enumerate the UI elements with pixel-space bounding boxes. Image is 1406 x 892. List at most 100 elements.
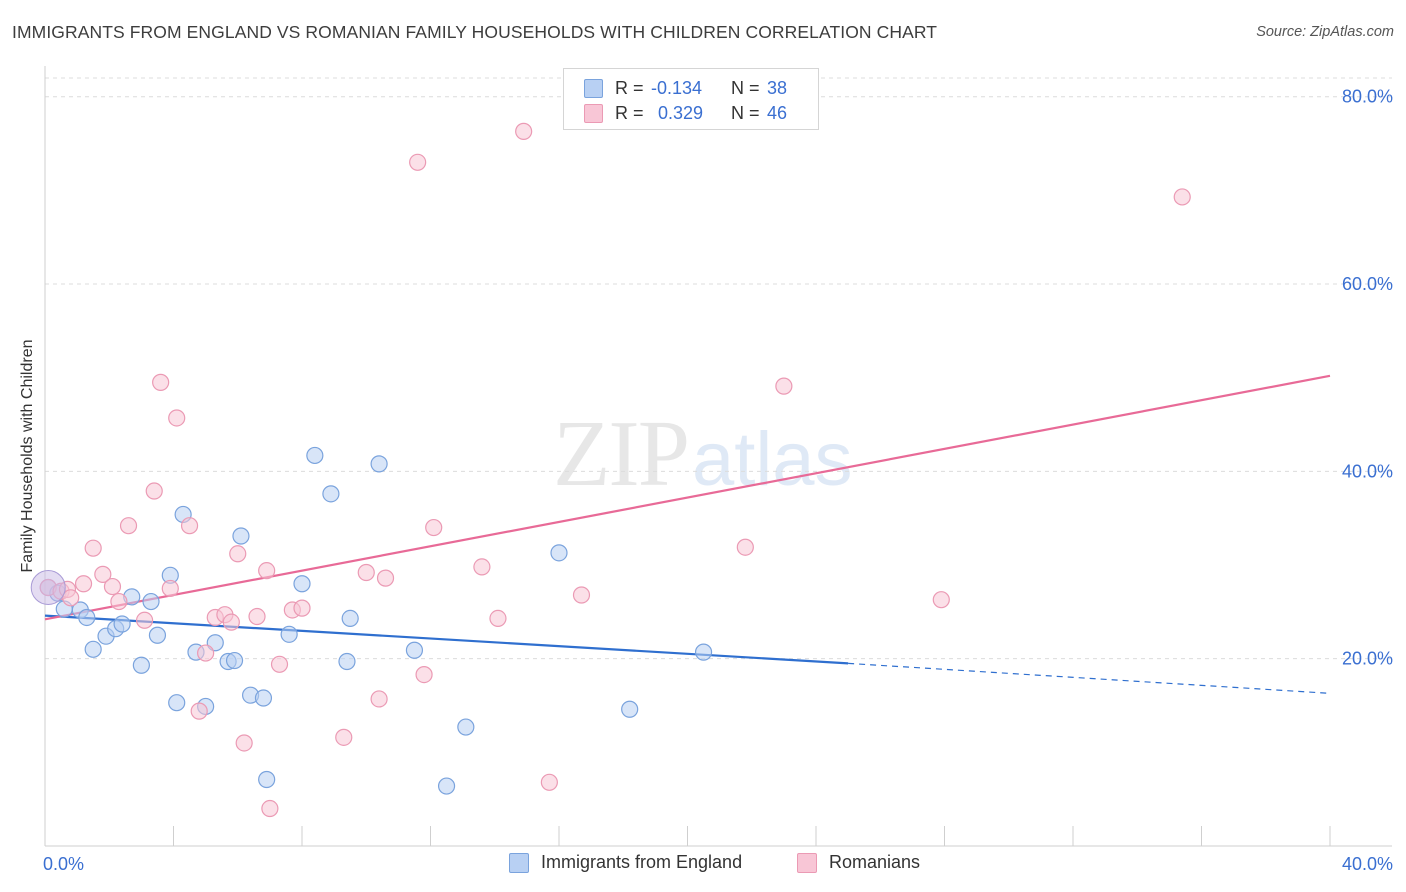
legend-n-label: N = — [731, 77, 760, 98]
series-legend: Immigrants from England Romanians — [0, 852, 1406, 876]
point-romanians — [736, 538, 754, 556]
point-romanians — [370, 690, 388, 708]
point-romanians — [261, 799, 279, 818]
point-romanians — [376, 569, 395, 587]
y-tick-label: 40.0% — [1342, 461, 1393, 481]
point-england — [280, 625, 298, 643]
point-england — [113, 615, 131, 633]
point-england — [225, 651, 244, 670]
y-tick-label: 80.0% — [1342, 87, 1393, 107]
point-romanians — [190, 702, 208, 720]
point-england — [78, 608, 96, 627]
point-england — [550, 544, 568, 562]
trend-line-romanians — [44, 374, 1331, 621]
point-england — [306, 446, 324, 465]
source-label: Source: ZipAtlas.com — [1256, 24, 1394, 40]
legend-n-value: 38 — [767, 77, 788, 98]
point-romanians — [1173, 188, 1191, 206]
point-england — [84, 640, 102, 658]
point-romanians — [119, 517, 138, 535]
point-romanians — [270, 655, 289, 673]
x-tick-label-max: 40.0% — [1342, 854, 1393, 874]
point-romanians — [161, 579, 179, 598]
grid-lines — [45, 77, 1392, 660]
point-romanians — [197, 644, 215, 662]
point-romanians — [248, 607, 266, 626]
point-romanians — [168, 409, 186, 427]
point-romanians — [110, 592, 128, 611]
legend-swatch-england — [584, 78, 603, 98]
point-romanians — [62, 589, 80, 607]
axes — [44, 66, 1392, 847]
legend-item-england[interactable]: Immigrants from England — [509, 852, 742, 873]
legend-item-romanians[interactable]: Romanians — [797, 852, 920, 873]
point-england — [168, 694, 186, 712]
point-romanians — [145, 482, 163, 500]
legend-r-label: R = — [615, 102, 644, 123]
point-romanians — [515, 122, 533, 140]
point-romanians — [222, 613, 240, 631]
legend-r-label: R = — [615, 77, 644, 98]
x-tick-label-min: 0.0% — [43, 854, 84, 874]
point-england — [322, 485, 340, 503]
point-romanians — [415, 666, 433, 684]
point-england — [341, 609, 359, 628]
point-romanians — [540, 773, 558, 791]
point-romanians — [235, 734, 253, 752]
point-england — [142, 592, 160, 611]
point-england — [621, 700, 639, 718]
data-points — [30, 122, 1191, 818]
point-romanians — [932, 591, 950, 609]
point-romanians — [409, 153, 427, 171]
point-england — [293, 575, 311, 593]
point-england — [405, 641, 424, 659]
y-tick-label: 60.0% — [1342, 274, 1393, 294]
point-england — [370, 455, 388, 473]
legend-swatch-romanians — [797, 852, 817, 873]
point-england — [437, 777, 456, 795]
legend-swatch-england — [509, 852, 529, 873]
legend-n-value: 46 — [767, 102, 788, 123]
point-england — [258, 770, 276, 789]
legend-label-romanians: Romanians — [829, 852, 921, 872]
point-romanians — [572, 586, 591, 604]
point-romanians — [180, 517, 199, 535]
point-romanians — [293, 599, 311, 617]
point-romanians — [489, 609, 507, 628]
point-romanians — [335, 728, 353, 746]
correlation-legend: R = -0.134 N = 38 R = 0.329 N = 46 — [563, 68, 819, 130]
trend-line-england — [44, 614, 849, 665]
trend-lines — [44, 374, 1331, 694]
point-cluster-overlap — [30, 570, 66, 606]
y-axis-label: Family Households with Children — [19, 339, 36, 573]
point-romanians — [258, 562, 276, 580]
point-england — [232, 527, 250, 545]
point-romanians — [425, 518, 443, 537]
point-england — [254, 689, 273, 707]
point-romanians — [473, 558, 491, 576]
legend-row-england: R = -0.134 N = 38 — [584, 76, 787, 100]
tick-labels: 20.0% 40.0% 60.0% 80.0% 0.0% 40.0% — [43, 87, 1393, 874]
point-romanians — [775, 377, 793, 395]
point-england — [148, 626, 167, 644]
legend-label-england: Immigrants from England — [541, 852, 743, 872]
legend-r-value: 0.329 — [658, 102, 704, 123]
trend-line-england-extension — [848, 662, 1331, 694]
legend-swatch-romanians — [584, 103, 603, 123]
point-england — [132, 656, 150, 674]
point-romanians — [74, 575, 93, 593]
point-england — [338, 652, 356, 671]
y-tick-label: 20.0% — [1342, 649, 1393, 669]
legend-r-value: -0.134 — [651, 77, 703, 98]
point-romanians — [94, 565, 112, 583]
point-romanians — [357, 563, 375, 582]
point-england — [457, 718, 475, 736]
legend-row-romanians: R = 0.329 N = 46 — [584, 101, 787, 125]
point-romanians — [135, 611, 154, 629]
point-romanians — [229, 545, 247, 563]
point-romanians — [152, 373, 170, 391]
point-romanians — [103, 577, 122, 596]
point-england — [694, 643, 713, 661]
chart-title: IMMIGRANTS FROM ENGLAND VS ROMANIAN FAMI… — [12, 22, 938, 42]
